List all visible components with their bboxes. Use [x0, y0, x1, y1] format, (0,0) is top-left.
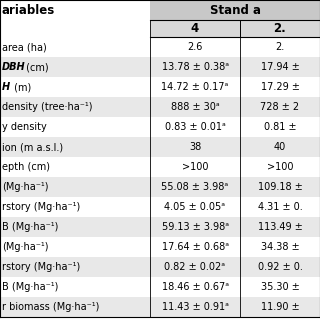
Text: 888 ± 30ᵃ: 888 ± 30ᵃ [171, 102, 219, 112]
Text: B (Mg·ha⁻¹): B (Mg·ha⁻¹) [2, 282, 58, 292]
Text: 4.31 ± 0.: 4.31 ± 0. [258, 202, 302, 212]
Text: 2.: 2. [274, 22, 286, 35]
Text: 0.81 ±: 0.81 ± [264, 122, 296, 132]
Bar [0, 157, 320, 177]
Bar [0, 257, 320, 277]
Bar [0, 177, 320, 197]
Text: 2.6: 2.6 [187, 42, 203, 52]
Bar [0, 57, 320, 77]
Text: 14.72 ± 0.17ᵃ: 14.72 ± 0.17ᵃ [161, 82, 228, 92]
Text: (Mg·ha⁻¹): (Mg·ha⁻¹) [2, 242, 49, 252]
Text: 38: 38 [189, 142, 201, 152]
Text: 17.29 ±: 17.29 ± [260, 82, 300, 92]
Bar [0, 217, 320, 237]
Bar [0, 77, 320, 97]
Bar [0, 20, 150, 37]
Text: ariables: ariables [2, 4, 55, 17]
Text: 109.18 ±: 109.18 ± [258, 182, 302, 192]
Text: ion (m a.s.l.): ion (m a.s.l.) [2, 142, 63, 152]
Text: 40: 40 [274, 142, 286, 152]
Text: 59.13 ± 3.98ᵃ: 59.13 ± 3.98ᵃ [162, 222, 228, 232]
Text: rstory (Mg·ha⁻¹): rstory (Mg·ha⁻¹) [2, 202, 80, 212]
Text: H: H [2, 82, 10, 92]
Text: 18.46 ± 0.67ᵃ: 18.46 ± 0.67ᵃ [162, 282, 228, 292]
Text: 35.30 ±: 35.30 ± [260, 282, 300, 292]
Bar [0, 97, 320, 117]
Bar [0, 277, 320, 297]
Text: 11.43 ± 0.91ᵃ: 11.43 ± 0.91ᵃ [162, 302, 228, 312]
Text: r biomass (Mg·ha⁻¹): r biomass (Mg·ha⁻¹) [2, 302, 100, 312]
Text: 728 ± 2: 728 ± 2 [260, 102, 300, 112]
Bar [0, 117, 320, 137]
Text: (cm): (cm) [23, 62, 49, 72]
Text: B (Mg·ha⁻¹): B (Mg·ha⁻¹) [2, 222, 58, 232]
Bar [0, 37, 320, 57]
Bar [150, 0, 320, 20]
Bar [0, 0, 150, 20]
Text: >100: >100 [267, 162, 293, 172]
Text: 4: 4 [191, 22, 199, 35]
Text: 17.94 ±: 17.94 ± [260, 62, 300, 72]
Text: 17.64 ± 0.68ᵃ: 17.64 ± 0.68ᵃ [162, 242, 228, 252]
Text: 2.: 2. [276, 42, 284, 52]
Text: 113.49 ±: 113.49 ± [258, 222, 302, 232]
Text: 11.90 ±: 11.90 ± [261, 302, 299, 312]
Text: 0.83 ± 0.01ᵃ: 0.83 ± 0.01ᵃ [164, 122, 225, 132]
Text: DBH: DBH [2, 62, 26, 72]
Bar [0, 137, 320, 157]
Bar [0, 237, 320, 257]
Text: (Mg·ha⁻¹): (Mg·ha⁻¹) [2, 182, 49, 192]
Text: 13.78 ± 0.38ᵃ: 13.78 ± 0.38ᵃ [162, 62, 228, 72]
Text: rstory (Mg·ha⁻¹): rstory (Mg·ha⁻¹) [2, 262, 80, 272]
Text: 0.92 ± 0.: 0.92 ± 0. [258, 262, 302, 272]
Text: 34.38 ±: 34.38 ± [261, 242, 299, 252]
Bar [0, 197, 320, 217]
Text: 55.08 ± 3.98ᵃ: 55.08 ± 3.98ᵃ [161, 182, 228, 192]
Text: Stand a: Stand a [210, 4, 260, 17]
Text: y density: y density [2, 122, 47, 132]
Text: >100: >100 [182, 162, 208, 172]
Text: area (ha): area (ha) [2, 42, 47, 52]
Bar [0, 297, 320, 317]
Text: (m): (m) [11, 82, 31, 92]
Text: 0.82 ± 0.02ᵃ: 0.82 ± 0.02ᵃ [164, 262, 226, 272]
Text: 4.05 ± 0.05ᵃ: 4.05 ± 0.05ᵃ [164, 202, 226, 212]
Bar [150, 20, 320, 37]
Text: epth (cm): epth (cm) [2, 162, 50, 172]
Text: density (tree·ha⁻¹): density (tree·ha⁻¹) [2, 102, 92, 112]
